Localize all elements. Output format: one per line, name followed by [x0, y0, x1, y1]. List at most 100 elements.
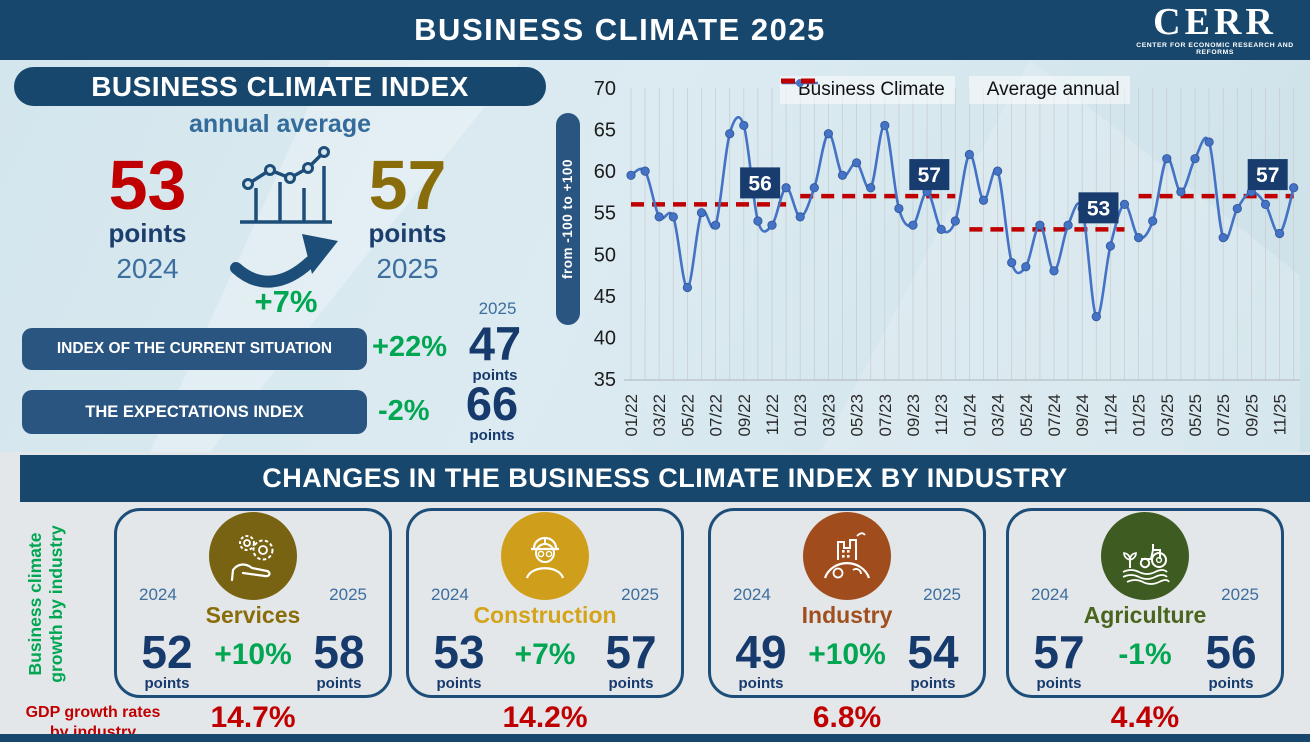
points-label: points [108, 217, 187, 248]
expectations-points: 66 [465, 377, 519, 430]
current-situation-value: 47 points [455, 317, 535, 383]
card-change-percent: +10% [214, 638, 292, 671]
svg-text:07/24: 07/24 [1045, 394, 1064, 437]
curved-arrow-icon [228, 228, 344, 294]
points-label: points [469, 426, 515, 444]
card-title: Agriculture [1083, 602, 1207, 628]
svg-text:01/23: 01/23 [791, 394, 810, 437]
card-year-2024: 2024 [733, 585, 771, 604]
gdp-agriculture: 4.4% [1110, 701, 1180, 734]
card-year-2025: 2025 [923, 585, 961, 604]
svg-text:70: 70 [594, 78, 616, 100]
current-situation-bar: INDEX OF THE CURRENT SITUATION [22, 328, 367, 370]
svg-text:40: 40 [594, 327, 616, 349]
card-2024-value: 52 points [127, 629, 207, 692]
footer-bar [0, 734, 1310, 742]
side-label-growth-by-industry: Business climate growth by industry [25, 525, 66, 683]
points-label: points [368, 217, 447, 248]
card-change-percent: +7% [514, 638, 576, 671]
industry-section-banner: CHANGES IN THE BUSINESS CLIMATE INDEX BY… [20, 455, 1310, 502]
legend-label: Average annual [986, 79, 1120, 100]
year-label-2024: 2024 [116, 253, 179, 285]
svg-text:03/24: 03/24 [989, 394, 1008, 437]
card-year-2024: 2024 [431, 585, 469, 604]
business-climate-chart: 70 65 60 55 50 45 40 35 01/22 03/22 05/22 07/22 09/2… [550, 60, 1310, 455]
card-title: Industry [801, 602, 893, 628]
gdp-construction: 14.2% [502, 701, 588, 734]
card-year-2024: 2024 [1031, 585, 1069, 604]
svg-text:01/25: 01/25 [1130, 394, 1149, 437]
svg-text:53: 53 [1087, 197, 1110, 220]
expectations-index-bar: THE EXPECTATIONS INDEX [22, 390, 367, 434]
header-bar: BUSINESS CLIMATE 2025 CERR CENTER FOR EC… [0, 0, 1310, 60]
current-situation-points: 47 [468, 317, 522, 370]
card-2025-value: 56 points [1191, 629, 1271, 692]
industry-card-services: 2024 2025 Services 52 points +10% 58 poi… [114, 508, 392, 698]
svg-text:09/25: 09/25 [1242, 394, 1261, 437]
index-2025-block: 57 points 2025 [340, 146, 475, 285]
svg-text:07/22: 07/22 [707, 394, 726, 437]
points-label: points [910, 675, 956, 692]
card-year-2025: 2025 [621, 585, 659, 604]
card-year-2024: 2024 [139, 585, 177, 604]
card-change-percent: +10% [808, 638, 886, 671]
svg-text:03/22: 03/22 [650, 394, 669, 437]
growth-chart-icon [236, 138, 336, 230]
cerr-logo: CERR CENTER FOR ECONOMIC RESEARCH AND RE… [1130, 3, 1300, 56]
expectations-change: -2% [378, 395, 430, 427]
industry-card-construction: 2024 2025 Construction 53 points +7% 57 … [406, 508, 684, 698]
points-label: points [316, 675, 362, 692]
svg-text:07/25: 07/25 [1214, 394, 1233, 437]
points-label: points [738, 675, 784, 692]
svg-text:05/23: 05/23 [848, 394, 867, 437]
card-2025-value: 58 points [299, 629, 379, 692]
services-circle [209, 512, 297, 600]
gdp-industry: 6.8% [812, 701, 882, 734]
svg-text:07/23: 07/23 [876, 394, 895, 437]
cerr-logo-subtitle: CENTER FOR ECONOMIC RESEARCH AND REFORMS [1136, 42, 1294, 56]
index-2024-value: 53 [108, 146, 187, 224]
svg-text:50: 50 [594, 244, 616, 266]
index-2025-value: 57 [368, 146, 447, 224]
card-title: Services [205, 602, 301, 628]
svg-text:65: 65 [594, 120, 616, 142]
svg-text:03/25: 03/25 [1158, 394, 1177, 437]
business-climate-index-title: BUSINESS CLIMATE INDEX [14, 67, 546, 106]
background-top [0, 60, 1310, 452]
card-2025-value: 54 points [893, 629, 973, 692]
svg-text:09/22: 09/22 [735, 394, 754, 437]
svg-text:45: 45 [594, 286, 616, 308]
card-change-percent: -1% [1118, 638, 1172, 671]
agriculture-circle [1101, 512, 1189, 600]
svg-text:09/24: 09/24 [1073, 394, 1092, 437]
current-situation-change: +22% [372, 331, 447, 363]
svg-text:05/24: 05/24 [1017, 394, 1036, 437]
legend-business-climate: Business Climate [780, 76, 955, 104]
y-axis-range-label: from -100 to +100 [560, 159, 575, 279]
industry-card-agriculture: 2024 2025 Agriculture 57 points -1% 56 p… [1006, 508, 1284, 698]
svg-text:60: 60 [594, 161, 616, 183]
card-year-2025: 2025 [329, 585, 367, 604]
gears-hand-icon [223, 526, 283, 586]
svg-text:01/24: 01/24 [960, 394, 979, 437]
index-change-percent: +7% [254, 284, 318, 319]
svg-text:05/25: 05/25 [1186, 394, 1205, 437]
svg-text:55: 55 [594, 203, 616, 225]
points-label: points [1208, 675, 1254, 692]
card-2025-value: 57 points [591, 629, 671, 692]
svg-text:11/22: 11/22 [763, 394, 782, 435]
svg-text:01/22: 01/22 [622, 394, 641, 437]
annual-average-subtitle: annual average [188, 110, 372, 138]
svg-text:57: 57 [1256, 164, 1279, 187]
page-title: BUSINESS CLIMATE 2025 [414, 12, 826, 47]
svg-text:09/23: 09/23 [904, 394, 923, 437]
svg-text:05/22: 05/22 [678, 394, 697, 437]
construction-worker-icon [515, 526, 575, 586]
svg-text:56: 56 [748, 172, 771, 195]
tractor-field-icon [1115, 526, 1175, 586]
factory-globe-icon [817, 526, 877, 586]
gdp-services: 14.7% [210, 701, 296, 734]
svg-text:35: 35 [594, 369, 616, 391]
y-axis-range-pill [556, 113, 580, 325]
